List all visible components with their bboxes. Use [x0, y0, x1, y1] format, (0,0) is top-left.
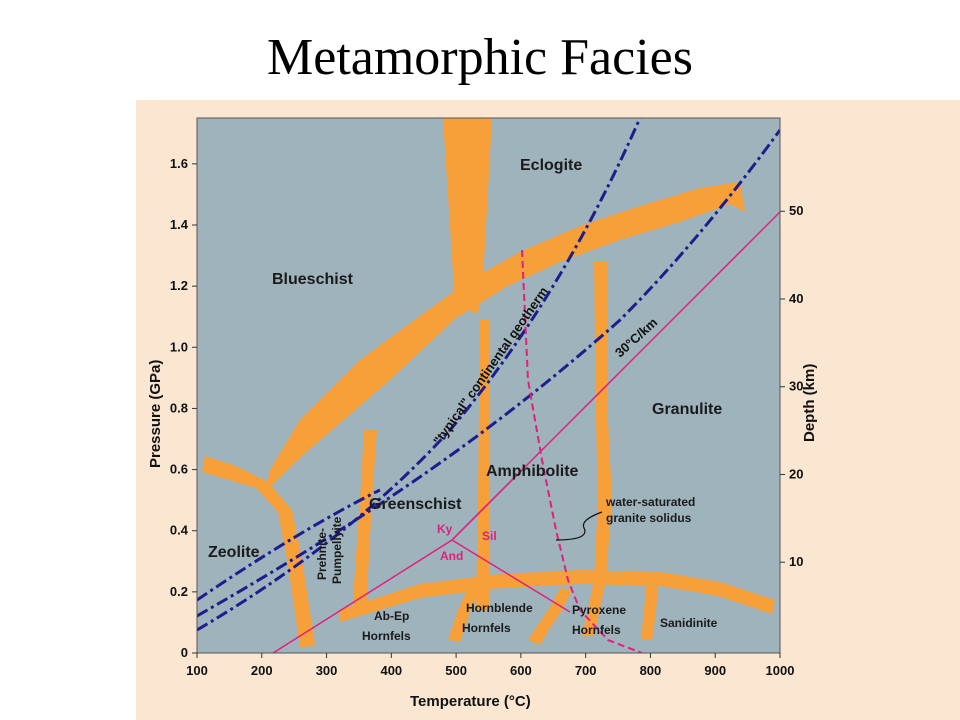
- boundary-amphibolite-granulite: [582, 262, 612, 636]
- label-hornblende: Hornblende: [466, 601, 533, 615]
- y2-tick-label: 20: [789, 466, 803, 481]
- plot-frame: [196, 117, 781, 654]
- x-tick-label: 700: [575, 663, 597, 678]
- x-tick-label: 1000: [766, 663, 795, 678]
- boundary-zeolite-prehnite: [202, 456, 315, 648]
- y-tick-label: 0.2: [170, 584, 188, 599]
- y-tick-label: 1.0: [170, 339, 188, 354]
- label-greenschist: Greenschist: [369, 496, 462, 513]
- label-granulite: Granulite: [652, 401, 722, 418]
- label-kyanite: Ky: [437, 522, 453, 536]
- solidus-pointer: [555, 511, 603, 541]
- x-tick-label: 500: [445, 663, 467, 678]
- y2-axis-title: Depth (km): [801, 364, 818, 442]
- x-tick-label: 600: [510, 663, 532, 678]
- boundary-prehnite-greenschist: [352, 430, 377, 612]
- label-sillimanite: Sil: [482, 529, 497, 543]
- x-tick-label: 300: [316, 663, 338, 678]
- y-axis-title: Pressure (GPa): [147, 360, 164, 468]
- label-hornblende-hornfels: Hornfels: [462, 621, 511, 635]
- label-pyroxene: Pyroxene: [572, 603, 626, 617]
- plot-content: [197, 118, 780, 653]
- y-tick-label: 1.2: [170, 278, 188, 293]
- boundary-blueschist-band: [265, 182, 745, 492]
- boundary-hornblende-pyroxene: [528, 588, 572, 645]
- y2-tick-label: 50: [789, 203, 803, 218]
- label-sanidinite: Sanidinite: [660, 616, 718, 630]
- label-amphibolite: Amphibolite: [486, 463, 579, 480]
- boundary-eclogite-upper: [443, 118, 492, 314]
- x-axis-ticks: 100 200 300 400 500 600 700 800 900 1000: [186, 653, 794, 678]
- y-tick-label: 1.6: [170, 156, 188, 171]
- x-tick-label: 400: [380, 663, 402, 678]
- y-tick-label: 1.4: [170, 217, 189, 232]
- y2-tick-label: 30: [789, 379, 803, 394]
- x-tick-label: 200: [251, 663, 273, 678]
- y-axis-ticks: 0 0.2 0.4 0.6 0.8 1.0 1.2 1.4 1.6: [170, 156, 197, 660]
- x-tick-label: 800: [640, 663, 662, 678]
- label-eclogite: Eclogite: [520, 157, 582, 174]
- slide-title: Metamorphic Facies: [267, 29, 693, 86]
- granite-solidus: [521, 249, 645, 653]
- label-pumpellyite: Pumpellyite: [330, 516, 344, 584]
- y2-tick-label: 40: [789, 291, 803, 306]
- label-abep-hornfels: Hornfels: [362, 629, 411, 643]
- label-prehnite: Prehnite-: [315, 528, 329, 580]
- boundary-abep-hornblende: [448, 588, 480, 642]
- x-axis-title: Temperature (°C): [410, 693, 531, 710]
- y-tick-label: 0: [181, 645, 188, 660]
- label-pyroxene-hornfels: Hornfels: [572, 623, 621, 637]
- y2-tick-label: 10: [789, 554, 803, 569]
- facies-labels: Eclogite Blueschist Granulite Amphibolit…: [208, 157, 722, 643]
- geotherms: [197, 118, 780, 632]
- boundary-hornfels-top: [340, 570, 775, 622]
- y2-axis-ticks: 10 20 30 40 50: [780, 203, 803, 569]
- label-zeolite: Zeolite: [208, 544, 260, 561]
- geotherm-upper-left: [197, 488, 381, 602]
- geotherm-lower: [197, 129, 780, 618]
- and-sil-boundary: [451, 539, 571, 613]
- aluminosilicate-boundaries: [451, 469, 571, 613]
- boundary-pyroxene-sanidinite: [641, 586, 658, 640]
- x-tick-label: 900: [704, 663, 726, 678]
- label-andalusite: And: [440, 549, 463, 563]
- label-abep: Ab-Ep: [374, 609, 409, 623]
- mineral-labels: Ky Sil And: [437, 522, 497, 563]
- x-tick-label: 100: [186, 663, 208, 678]
- y-tick-label: 0.4: [170, 523, 189, 538]
- ky-sil-boundary: [451, 469, 523, 541]
- typical-continental-geotherm: [197, 118, 642, 632]
- y-tick-label: 0.6: [170, 462, 188, 477]
- solidus-note-line1: water-saturated: [605, 495, 695, 509]
- y-tick-label: 0.8: [170, 400, 188, 415]
- label-blueschist: Blueschist: [272, 271, 354, 288]
- facies-boundaries: [202, 118, 775, 648]
- solidus-note-line2: granite solidus: [606, 511, 692, 525]
